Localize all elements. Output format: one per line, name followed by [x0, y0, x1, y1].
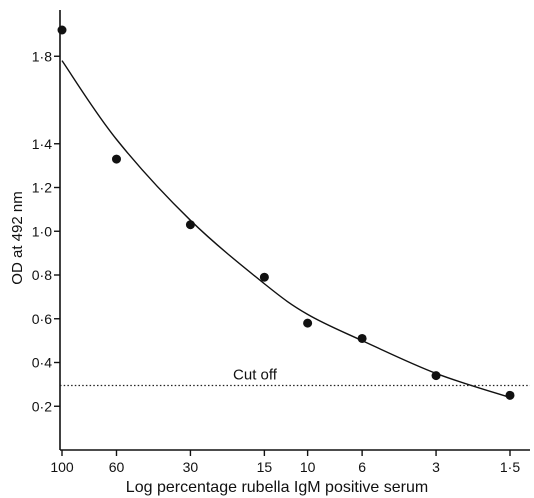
y-tick-label: 0·4 — [32, 355, 52, 371]
cutoff-label: Cut off — [233, 366, 278, 383]
y-ticks: 0·2 0·4 0·6 0·8 1·0 1·2 1·4 1·8 — [32, 48, 60, 414]
x-tick-label: 3 — [432, 459, 440, 475]
x-tick-label: 30 — [183, 459, 199, 475]
data-point — [357, 333, 367, 343]
x-tick-label: 100 — [50, 459, 74, 475]
y-tick-label: 0·6 — [32, 311, 52, 327]
x-tick-label: 10 — [300, 459, 316, 475]
y-tick-label: 0·2 — [32, 398, 52, 414]
data-point — [431, 371, 441, 381]
y-axis-label: OD at 492 nm — [9, 191, 26, 284]
x-tick-label: 60 — [109, 459, 125, 475]
data-point — [57, 25, 67, 35]
data-points — [57, 25, 515, 400]
y-tick-label: 1·4 — [32, 136, 52, 152]
x-tick-label: 1·5 — [500, 459, 520, 475]
data-point — [303, 318, 313, 328]
y-tick-label: 1·8 — [32, 48, 52, 64]
y-tick-label: 0·8 — [32, 267, 52, 283]
data-point — [185, 220, 195, 230]
y-tick-label: 1·0 — [32, 223, 52, 239]
x-tick-label: 15 — [257, 459, 273, 475]
fit-curve — [61, 60, 511, 399]
data-point — [259, 272, 269, 282]
x-ticks: 100 60 30 15 10 6 3 1·5 — [50, 450, 520, 475]
x-tick-label: 6 — [358, 459, 366, 475]
data-point — [505, 390, 515, 400]
plot-area: 0·2 0·4 0·6 0·8 1·0 1·2 1·4 1·8 100 60 30 15 10 6 3 1·… — [32, 10, 530, 475]
y-tick-label: 1·2 — [32, 180, 52, 196]
x-axis-label: Log percentage rubella IgM positive seru… — [126, 479, 428, 496]
data-point — [111, 154, 121, 164]
